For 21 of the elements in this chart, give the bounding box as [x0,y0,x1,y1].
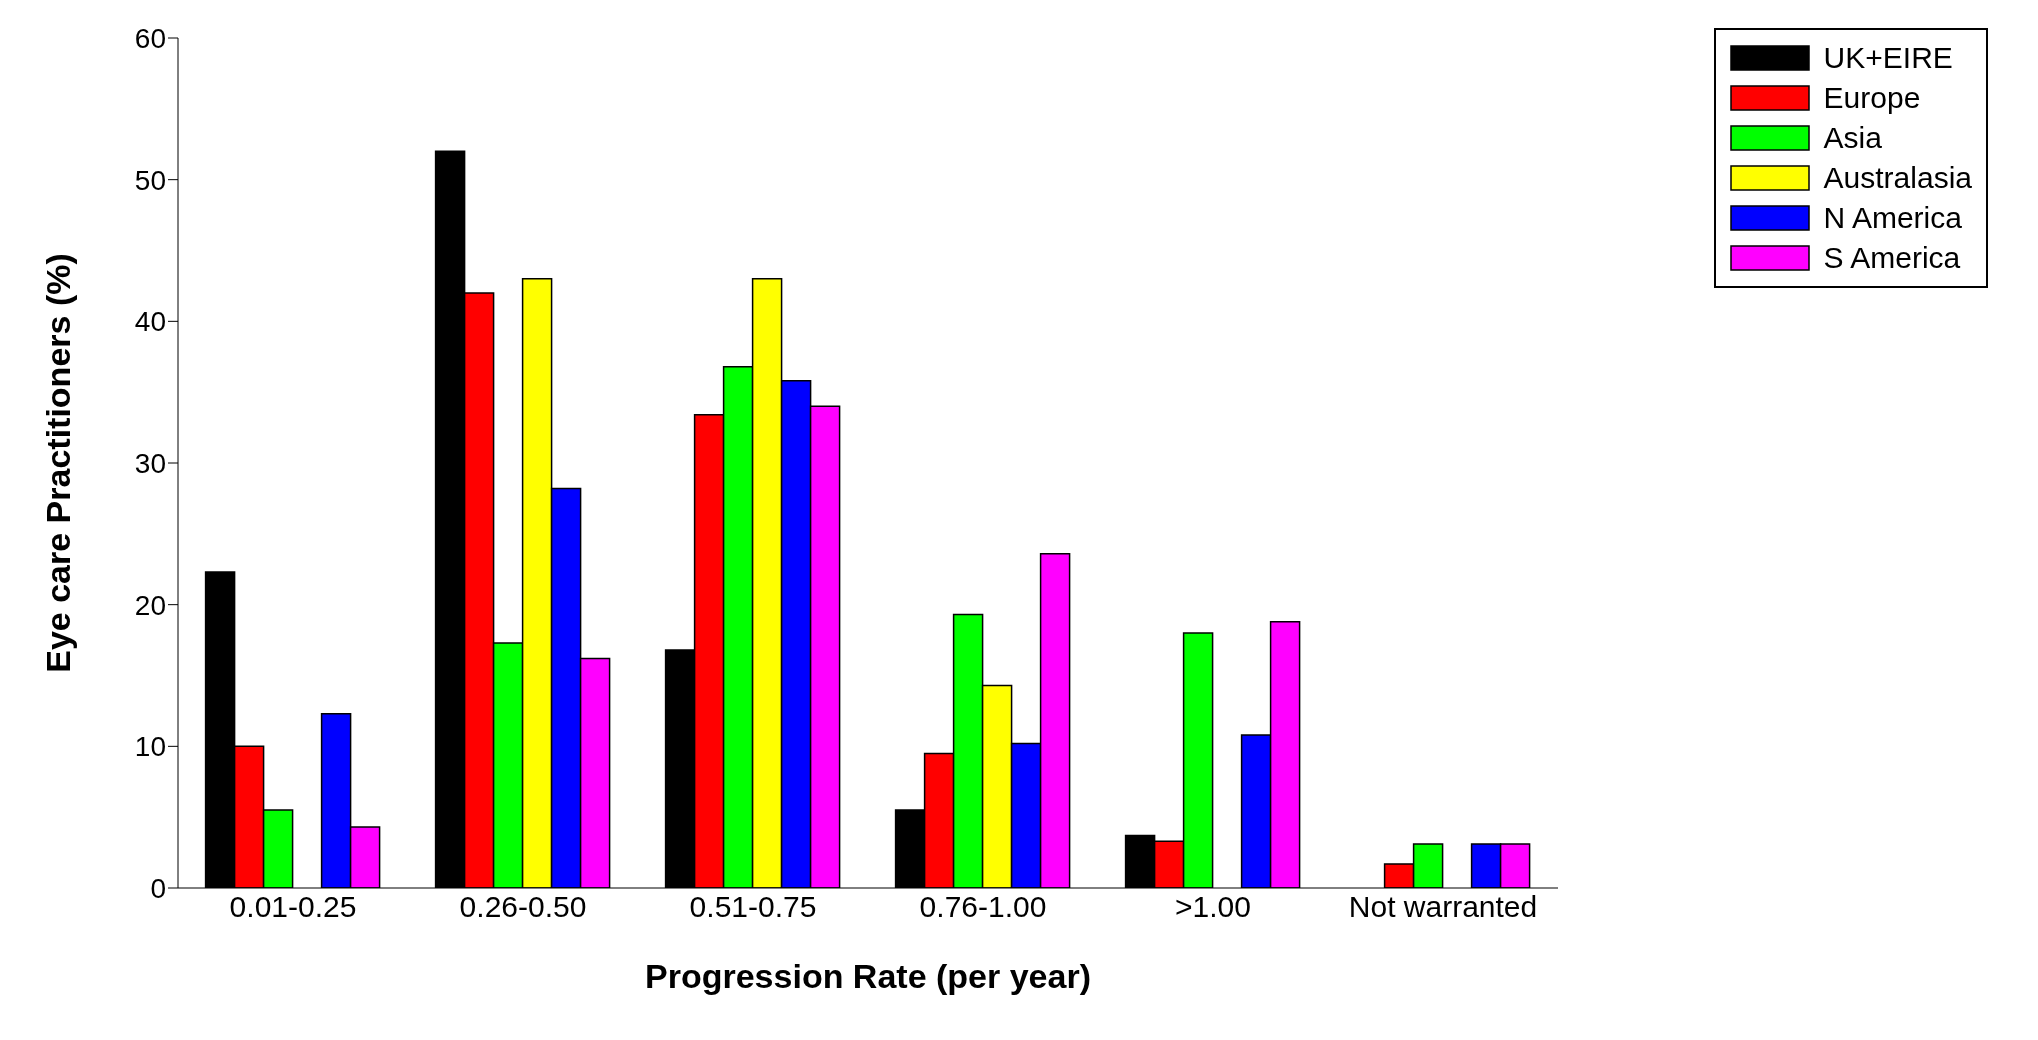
y-axis-title: Eye care Practitioners (%) [39,253,78,673]
y-tick-label: 20 [134,589,166,621]
x-tick-label: 0.76-1.00 [919,890,1047,924]
legend-label: S America [1823,240,1961,276]
legend-label: Asia [1823,120,1882,156]
legend-label: UK+EIRE [1823,40,1953,76]
y-tick-label: 10 [134,731,166,763]
y-tick-label: 0 [150,872,166,904]
x-tick-label: 0.26-0.50 [459,890,587,924]
legend-label: Australasia [1823,160,1972,196]
x-tick-label: 0.01-0.25 [229,890,357,924]
legend-label: N America [1823,200,1962,236]
x-tick-label: Not warranted [1348,890,1538,924]
x-tick-label: >1.00 [1175,890,1251,924]
x-tick-label: 0.51-0.75 [689,890,817,924]
x-axis-title: Progression Rate (per year) [645,957,1091,995]
y-tick-label: 60 [134,22,166,54]
legend-label: Europe [1823,80,1921,116]
y-tick-label: 50 [134,164,166,196]
y-tick-label: 30 [134,447,166,479]
y-tick-label: 40 [134,306,166,338]
